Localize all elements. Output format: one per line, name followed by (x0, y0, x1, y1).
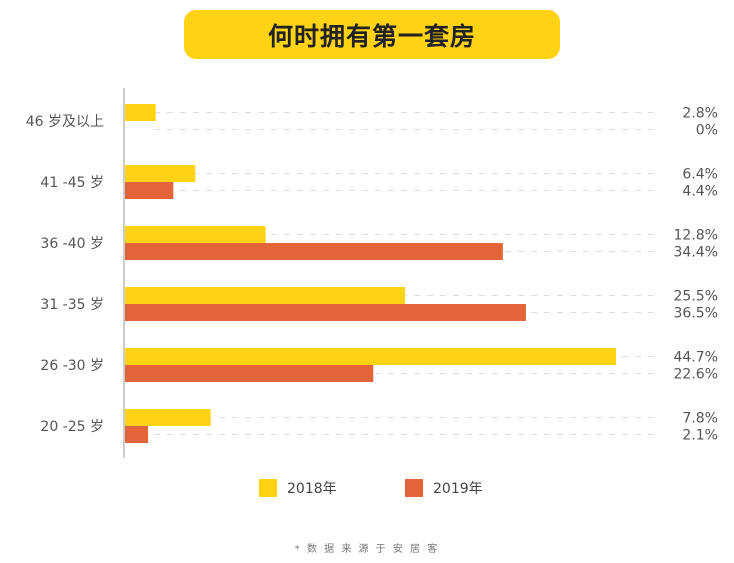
value-label: 2.1% (682, 428, 718, 444)
value-label: 36.5% (674, 306, 718, 322)
bar-2019 (125, 365, 374, 382)
value-label: 2.8% (682, 106, 718, 122)
category-label: 20 -25 岁 (40, 419, 104, 435)
value-label: 22.6% (674, 367, 718, 383)
category-label: 41 -45 岁 (40, 175, 104, 191)
bar-2018 (125, 165, 196, 182)
bar-2019 (125, 426, 149, 443)
value-label: 44.7% (674, 350, 718, 366)
bar-2019 (125, 182, 174, 199)
value-label: 7.8% (682, 411, 718, 427)
category-label: 46 岁及以上 (26, 114, 104, 130)
legend: 2018年 2019年 (0, 478, 734, 504)
legend-swatch-2018 (259, 479, 277, 497)
value-label: 0% (696, 123, 718, 139)
bar-2018 (125, 287, 406, 304)
source-note: * 数 据 来 源 于 安 居 客 (294, 544, 440, 555)
value-label: 25.5% (674, 289, 718, 305)
legend-label-2019: 2019年 (433, 481, 483, 497)
bar-2019 (125, 243, 503, 260)
value-label: 4.4% (682, 184, 718, 200)
bar-2018 (125, 348, 616, 365)
bar-2018 (125, 409, 211, 426)
legend-label-2018: 2018年 (287, 481, 337, 497)
bar-2018 (125, 226, 266, 243)
category-label: 36 -40 岁 (40, 236, 104, 252)
page-title: 何时拥有第一套房 (267, 21, 476, 51)
value-label: 12.8% (674, 228, 718, 244)
bar-2019 (125, 304, 526, 321)
category-label: 31 -35 岁 (40, 297, 104, 313)
legend-item-2018: 2018年 (259, 478, 337, 498)
legend-swatch-2019 (405, 479, 423, 497)
bar-chart: 46 岁及以上 2.8%0% 41 -45 岁 6.4%4.4% 36 -40 岁 12.… (26, 88, 718, 458)
bar-2018 (125, 104, 156, 121)
value-label: 6.4% (682, 167, 718, 183)
category-label: 26 -30 岁 (40, 358, 104, 374)
title-banner: 何时拥有第一套房 (184, 10, 560, 59)
legend-item-2019: 2019年 (405, 478, 483, 498)
value-label: 34.4% (674, 245, 718, 261)
